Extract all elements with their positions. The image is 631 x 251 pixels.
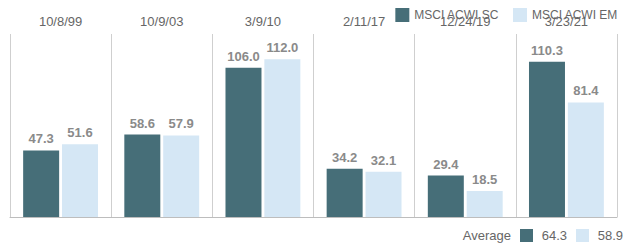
svg-text:Average: Average [463,228,511,243]
svg-text:2/11/17: 2/11/17 [343,14,385,29]
svg-text:10/8/99: 10/8/99 [39,14,82,29]
svg-text:106.0: 106.0 [227,49,260,64]
svg-text:47.3: 47.3 [28,131,53,146]
svg-text:110.3: 110.3 [531,43,563,58]
svg-text:58.6: 58.6 [130,116,155,131]
svg-text:51.6: 51.6 [67,125,92,140]
svg-text:3/9/10: 3/9/10 [245,14,281,29]
svg-text:34.2: 34.2 [332,150,357,165]
svg-text:29.4: 29.4 [433,157,459,172]
svg-text:32.1: 32.1 [371,153,396,168]
svg-text:81.4: 81.4 [573,83,599,98]
svg-text:18.5: 18.5 [472,172,497,187]
svg-text:MSCI ACWI EM: MSCI ACWI EM [532,8,617,22]
svg-text:58.9: 58.9 [598,228,623,243]
svg-text:MSCI ACWI SC: MSCI ACWI SC [414,8,498,22]
svg-text:64.3: 64.3 [542,228,567,243]
svg-text:112.0: 112.0 [266,40,298,55]
svg-text:10/9/03: 10/9/03 [140,14,183,29]
svg-text:57.9: 57.9 [169,116,194,131]
